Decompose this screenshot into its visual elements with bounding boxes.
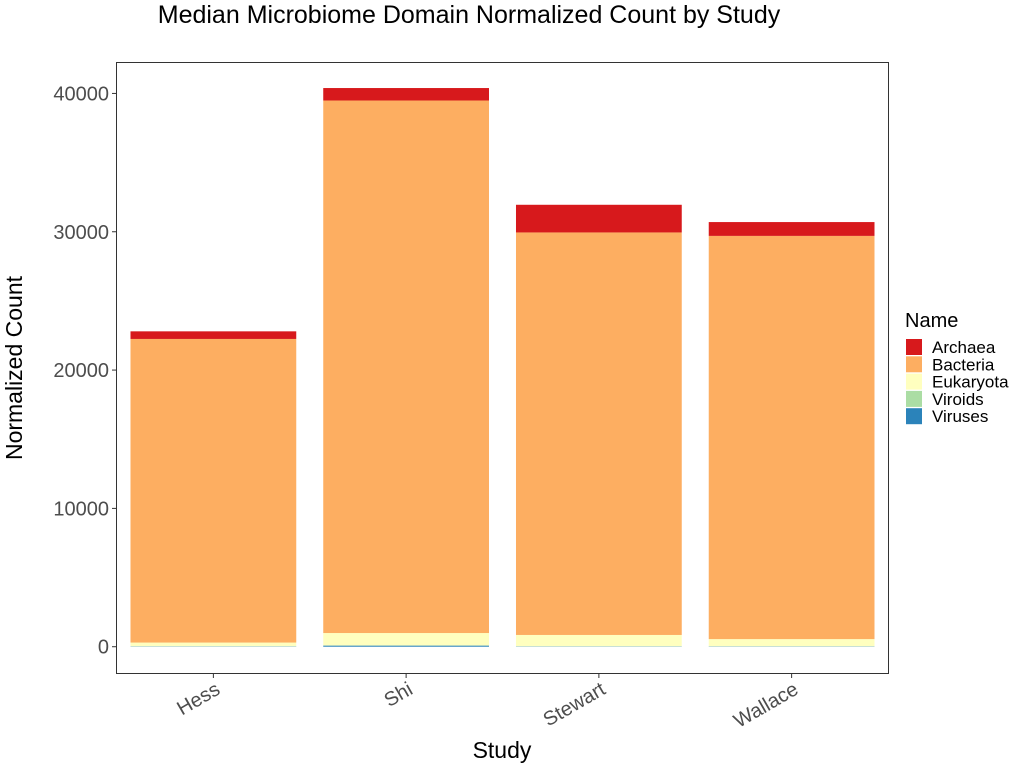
bar-shi-viruses	[323, 645, 489, 647]
plot-border	[116, 62, 889, 674]
y-axis: 0 10000 20000 30000 40000	[53, 83, 117, 659]
legend-swatch-archaea	[906, 339, 922, 355]
y-tick-label: 20000	[53, 360, 109, 382]
legend-title: Name	[905, 310, 958, 332]
bar-shi-archaea	[323, 88, 489, 101]
bar-shi-bacteria	[323, 100, 489, 634]
x-tick-label: Wallace	[730, 678, 802, 732]
bar-stewart-eukaryota	[515, 634, 682, 647]
bar-hess-eukaryota	[130, 642, 297, 647]
legend-label-viroids: Viroids	[932, 390, 984, 409]
legend-label-bacteria: Bacteria	[932, 355, 995, 374]
x-axis-title: Study	[473, 737, 532, 763]
legend-label-eukaryota: Eukaryota	[932, 373, 1009, 392]
x-axis: Hess Shi Stewart Wallace	[173, 673, 802, 733]
bars-group	[130, 88, 875, 647]
y-axis-title: Normalized Count	[1, 275, 27, 460]
legend-swatch-bacteria	[906, 356, 922, 373]
legend: Name ArchaeaBacteriaEukaryotaViroidsViru…	[905, 310, 1009, 426]
legend-label-viruses: Viruses	[932, 407, 988, 426]
y-tick-label: 30000	[53, 222, 109, 244]
legend-swatch-viruses	[906, 408, 922, 425]
y-tick-label: 10000	[53, 498, 109, 520]
x-tick-label: Hess	[173, 678, 223, 720]
x-tick-label: Stewart	[540, 678, 610, 731]
bar-hess-archaea	[130, 331, 297, 339]
bar-stewart-bacteria	[515, 232, 682, 635]
legend-swatch-eukaryota	[906, 373, 922, 390]
legend-swatch-viroids	[906, 390, 922, 407]
y-tick-label: 0	[98, 637, 109, 659]
bar-wallace-bacteria	[708, 235, 875, 640]
chart-title: Median Microbiome Domain Normalized Coun…	[158, 1, 781, 29]
bar-wallace-archaea	[708, 222, 875, 236]
y-tick-label: 40000	[53, 83, 109, 105]
legend-label-archaea: Archaea	[932, 338, 996, 357]
bar-shi-eukaryota	[323, 633, 489, 646]
bar-stewart-archaea	[515, 204, 682, 233]
bar-hess-bacteria	[130, 338, 297, 643]
bar-wallace-eukaryota	[708, 639, 875, 647]
x-tick-label: Shi	[381, 678, 417, 712]
